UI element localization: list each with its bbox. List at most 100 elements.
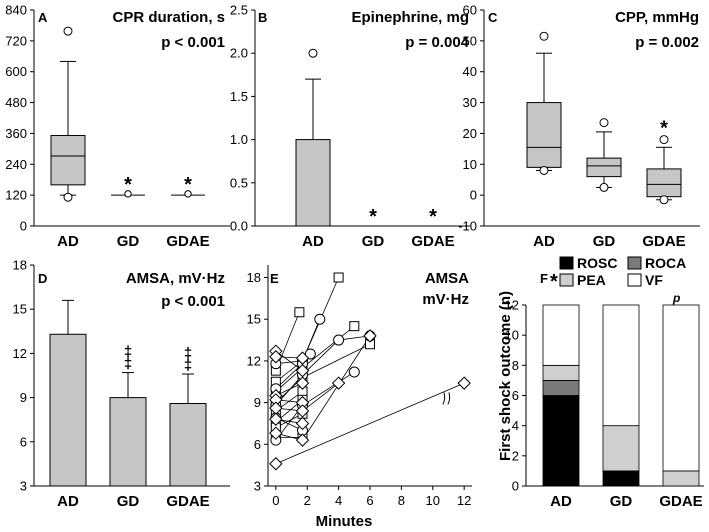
panel-e-diamond-marker [295, 416, 310, 431]
panel-c-significance-star: * [660, 118, 668, 140]
panel-d-category-label: GD [117, 493, 140, 510]
panel-a-y-tick-label: 720 [5, 33, 27, 48]
panel-c-y-tick-label: 40 [463, 64, 477, 79]
panel-d-double-dagger: ‡ [124, 344, 132, 361]
panel-c-outlier-point [659, 135, 669, 145]
panel-b-y-tick-label: 0.0 [230, 219, 248, 234]
panel-a-box [50, 134, 86, 186]
panel-b: B Epinephrine, mg p = 0.004 0.0 0.5 1.0 1.5… [230, 3, 470, 250]
panel-a-outlier-point [63, 192, 73, 202]
panel-e-x-tick-label: 0 [272, 493, 279, 508]
panel-f-category-label: GD [610, 493, 633, 510]
panel-e-x-tick-label: 12 [457, 493, 471, 508]
panel-a-y-tick-label: 240 [5, 157, 27, 172]
panel-e-square-marker [294, 307, 305, 318]
panel-e-diamond-marker [295, 433, 310, 447]
panel-d-p-value: p < 0.001 [161, 293, 225, 310]
panel-c-outlier-point [599, 182, 609, 192]
panel-b-category-label: GD [362, 233, 385, 250]
panel-b-significance-star: * [429, 206, 437, 228]
panel-f-bar-segment [602, 470, 640, 487]
panel-f-legend-swatch [559, 273, 574, 287]
panel-c-y-tick-label: 20 [463, 126, 477, 141]
panel-c-y-tick-label: 60 [463, 3, 477, 18]
panel-a-category-label: GD [117, 233, 140, 250]
panel-f-bar-segment [602, 425, 640, 472]
panel-d-y-tick-label: 3 [20, 479, 27, 494]
panel-e-y-tick-label: 9 [254, 395, 261, 410]
panel-a-category-label: AD [57, 233, 79, 250]
panel-e-circle-marker [314, 313, 326, 325]
panel-f-legend-swatch [627, 256, 642, 270]
panel-c-p-value: p = 0.002 [635, 34, 699, 51]
panel-d-y-tick-label: 6 [20, 434, 27, 449]
panel-d-title: AMSA, mV·Hz [126, 270, 225, 287]
panel-c-y-tick-label: -10 [458, 219, 477, 234]
panel-f-legend-label: PEA [577, 272, 606, 288]
panel-f-p: p [672, 291, 680, 305]
panel-c-box [586, 157, 622, 178]
panel-b-p-value: p = 0.004 [405, 34, 469, 51]
panel-c-y-tick-label: 30 [463, 95, 477, 110]
panel-b-category-label: AD [302, 233, 324, 250]
panel-e-y-tick-label: 18 [247, 270, 261, 285]
panel-e-diamond-marker [295, 351, 310, 365]
panel-f-bar-segment [662, 304, 700, 472]
panel-c-title: CPP, mmHg [615, 9, 699, 26]
panel-e-title-line2: mV·Hz [422, 291, 469, 308]
panel-a: A CPR duration, s p < 0.001 0 120 240 360 48… [5, 3, 230, 250]
panel-b-significance-star: * [369, 206, 377, 228]
panel-e-diamond-marker [269, 426, 283, 440]
panel-f-bar-segment [662, 470, 700, 487]
panel-e-diamond-marker [269, 350, 283, 364]
panel-b-y-tick-label: 2.5 [230, 3, 248, 18]
panel-f-legend-swatch [559, 256, 574, 270]
panel-c-outlier-point [659, 195, 669, 205]
panel-e-x-tick-label: 2 [304, 493, 311, 508]
panel-f-y-tick-label: 0 [512, 479, 519, 494]
panel-c-category-label: GDAE [642, 233, 685, 250]
panel-a-significance-star: * [124, 174, 132, 196]
panel-c-category-label: AD [533, 233, 555, 250]
panel-e-diamond-marker [269, 457, 283, 471]
panel-b-outlier-point [308, 48, 318, 58]
panel-e-y-tick-label: 15 [247, 312, 261, 327]
panel-e-xlabel: Minutes [316, 513, 373, 530]
panel-c-box [646, 168, 682, 198]
panel-e-title-line1: AMSA [425, 270, 469, 287]
panel-e-circle-marker [333, 334, 345, 346]
panel-d-double-dagger: ‡ [184, 345, 192, 362]
panel-c-letter: C [488, 10, 498, 25]
panel-e-y-tick-label: 6 [254, 437, 261, 452]
panel-c-outlier-point [539, 31, 549, 41]
panel-c: C CPP, mmHg p = 0.002 -10 0 10 20 30 40 50 60 AD… [458, 3, 700, 250]
panel-f: F * First shock outcome (n) p 0 2 4 6 8 10 12 A… [497, 255, 704, 510]
panel-a-significance-star: * [184, 174, 192, 196]
panel-f-letter: F [540, 271, 548, 286]
panel-b-y-tick-label: 0.5 [230, 175, 248, 190]
panel-a-p-value: p < 0.001 [161, 34, 225, 51]
panel-f-bar-segment [542, 380, 580, 396]
panel-f-y-tick-label: 6 [512, 388, 519, 403]
panel-e-circle-marker [304, 348, 316, 360]
panel-e-diamond-marker [269, 412, 283, 426]
panel-e-circle-marker [348, 366, 360, 378]
panel-d-category-label: GDAE [166, 493, 209, 510]
panel-f-y-tick-label: 2 [512, 448, 519, 463]
panel-e-square-marker [349, 321, 360, 332]
panel-f-y-tick-label: 8 [512, 358, 519, 373]
panel-a-y-tick-label: 840 [5, 3, 27, 18]
panel-e: E AMSA mV·Hz Minutes 3 6 9 12 15 18 0 2 4 6 8 10 12 [247, 265, 472, 530]
panel-f-y-tick-label: 10 [505, 328, 519, 343]
panel-d-y-tick-label: 15 [13, 302, 27, 317]
panel-c-outlier-point [599, 118, 609, 128]
panel-e-x-tick-label: 6 [366, 493, 373, 508]
panel-e-series-line [275, 335, 371, 406]
panel-e-diamond-marker [457, 376, 471, 390]
panel-e-series-line [275, 382, 465, 465]
panel-d-bar [49, 333, 87, 487]
panel-b-title: Epinephrine, mg [351, 9, 469, 26]
panel-f-star: * [550, 271, 558, 293]
panel-d-bar [109, 397, 147, 487]
